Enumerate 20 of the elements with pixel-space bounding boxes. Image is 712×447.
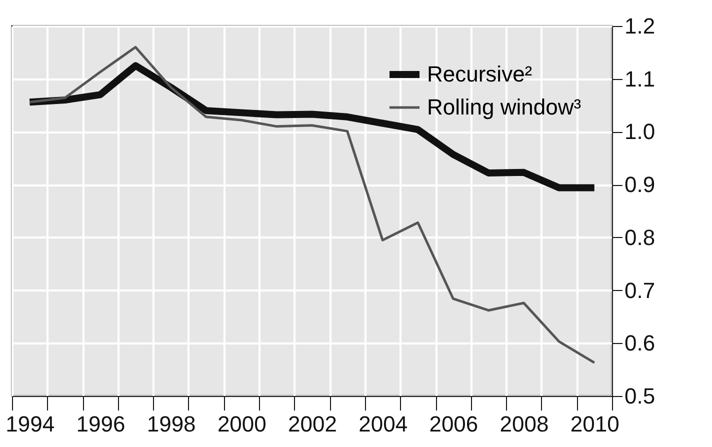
y-tick-label: 0.6 bbox=[624, 330, 656, 356]
y-tick-label: 0.5 bbox=[624, 384, 656, 408]
y-tick-label: 1.1 bbox=[624, 66, 656, 92]
y-tick-label: 0.8 bbox=[624, 224, 656, 250]
x-tick-label: 2000 bbox=[217, 412, 266, 436]
x-tick-label: 1998 bbox=[146, 412, 196, 436]
y-tick-label: 1.0 bbox=[624, 119, 656, 144]
x-tick-label: 1996 bbox=[76, 412, 126, 436]
x-tick-label: 2010 bbox=[570, 412, 620, 436]
line-series bbox=[28, 46, 596, 364]
legend-label: Recursive² bbox=[427, 62, 532, 86]
x-tick-label: 1994 bbox=[6, 412, 55, 436]
x-tick-label: 2008 bbox=[500, 412, 549, 436]
legend-label: Rolling window³ bbox=[427, 94, 582, 120]
x-tick-label: 2006 bbox=[429, 412, 478, 436]
y-tick-label: 1.2 bbox=[624, 14, 656, 38]
y-tick-label: 0.9 bbox=[624, 172, 656, 198]
x-tick-label: 2002 bbox=[288, 412, 337, 436]
y-tick-label: 0.7 bbox=[624, 278, 656, 303]
x-tick-label: 2004 bbox=[358, 412, 408, 436]
